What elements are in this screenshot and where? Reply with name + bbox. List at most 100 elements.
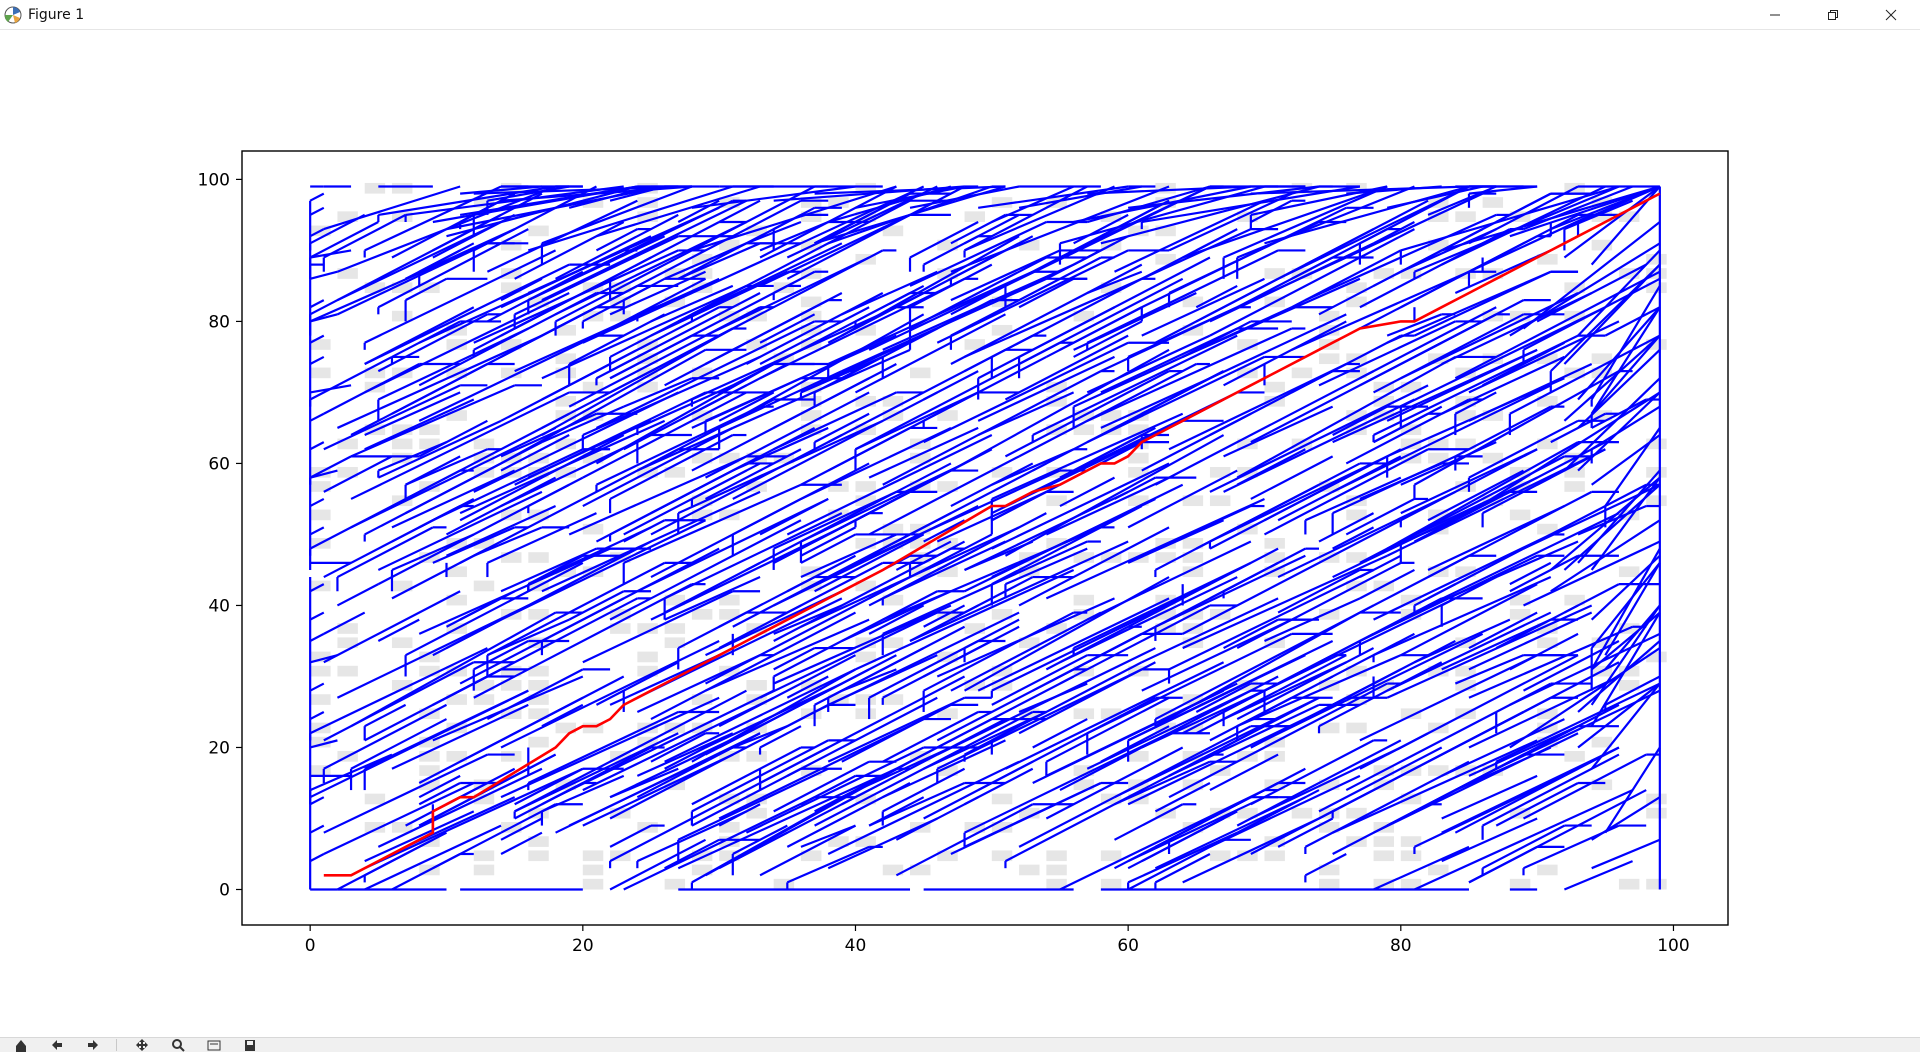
obstacle-cell	[1209, 495, 1231, 507]
tree-edge	[1100, 725, 1170, 763]
back-icon[interactable]	[42, 1038, 72, 1052]
tree-edge	[1359, 568, 1415, 600]
tree-edge	[991, 505, 1143, 586]
tree-edge	[527, 199, 734, 302]
tree-edge	[1005, 547, 1088, 586]
tree-edge	[500, 277, 543, 302]
obstacle-cell	[1019, 637, 1040, 649]
minimize-icon[interactable]	[1746, 0, 1804, 29]
obstacle-cell	[391, 438, 413, 450]
obstacle-cell	[1373, 268, 1394, 279]
obstacle-cell	[937, 239, 958, 251]
obstacle-cell	[1073, 424, 1095, 436]
tree-edge	[746, 220, 802, 245]
tree-edge	[827, 185, 952, 224]
obstacle-cell	[1646, 495, 1667, 507]
figure-canvas: 0 20 40 60 80 100 0 20 40 60 80 100	[0, 30, 1920, 1037]
tree-edge	[964, 576, 1170, 692]
obstacle-cell	[1346, 296, 1367, 308]
obstacle-cell	[1646, 878, 1667, 890]
tree-edge	[595, 320, 816, 429]
tree-edge	[582, 590, 734, 664]
tree-edge	[1427, 469, 1525, 522]
tree-edge	[568, 590, 625, 621]
tree-edge	[950, 462, 1034, 508]
home-icon[interactable]	[6, 1038, 36, 1052]
tree-edge	[1509, 334, 1661, 415]
tree-edge	[1550, 412, 1606, 444]
save-icon[interactable]	[235, 1038, 265, 1052]
tree-edge	[636, 732, 734, 777]
obstacle-cell	[991, 793, 1013, 805]
obstacle-cell	[1646, 651, 1667, 663]
configure-icon[interactable]	[199, 1038, 229, 1052]
tree-edge	[923, 710, 1047, 770]
tree-edge	[323, 590, 461, 664]
tree-edge	[854, 284, 925, 323]
tree-edge	[309, 228, 325, 238]
obstacle-cell	[991, 822, 1013, 833]
restore-icon[interactable]	[1804, 0, 1862, 29]
x-tick-label: 40	[845, 936, 867, 956]
tree-edge	[1523, 483, 1661, 550]
obstacle-cell	[310, 651, 331, 663]
obstacle-cell	[528, 836, 549, 847]
tree-edge	[405, 249, 461, 280]
obstacle-cell	[637, 722, 658, 734]
tree-edge	[500, 235, 652, 309]
tree-edge	[500, 696, 720, 799]
tree-edge	[1073, 213, 1129, 245]
tree-edge	[1590, 611, 1661, 671]
tree-edge	[718, 654, 897, 749]
tree-edge	[1236, 647, 1375, 721]
obstacle-cell	[1346, 807, 1367, 819]
tree-edge	[950, 213, 1006, 245]
tree-edge	[800, 426, 952, 500]
tree-edge	[582, 391, 747, 479]
obstacle-cell	[1346, 182, 1367, 194]
obstacle-cell	[746, 680, 767, 691]
zoom-icon[interactable]	[163, 1038, 193, 1052]
tree-edge	[391, 703, 529, 770]
tree-edge	[868, 533, 993, 600]
tree-edge	[950, 249, 1061, 302]
forward-icon[interactable]	[78, 1038, 108, 1052]
tree-edge	[786, 845, 870, 884]
obstacle-cell	[1073, 310, 1095, 322]
tree-edge	[1059, 675, 1279, 792]
tree-edge	[745, 462, 952, 571]
obstacle-cell	[555, 722, 577, 734]
obstacle-cell	[391, 822, 413, 833]
obstacle-cell	[1373, 836, 1394, 847]
obstacle-cell	[1046, 381, 1067, 393]
obstacle-cell	[1618, 665, 1640, 677]
pan-icon[interactable]	[127, 1038, 157, 1052]
tree-edge	[391, 533, 475, 571]
obstacle-cell	[1428, 665, 1449, 677]
tree-edge	[1604, 604, 1661, 671]
tree-edge	[650, 611, 856, 721]
tree-edge	[923, 540, 966, 564]
obstacle-cell	[1291, 438, 1313, 450]
close-icon[interactable]	[1862, 0, 1920, 29]
obstacle-cell	[637, 211, 658, 223]
obstacle-cell	[1346, 367, 1367, 379]
tree-edge	[923, 512, 1047, 579]
obstacle-cell	[1591, 637, 1613, 649]
tree-edge	[1141, 618, 1293, 692]
tree-edge	[1373, 313, 1525, 394]
tree-edge	[1304, 199, 1429, 266]
tree-edge	[377, 767, 543, 848]
tree-edge	[323, 384, 461, 451]
tree-edge	[1209, 384, 1429, 493]
tree-edge	[745, 292, 884, 366]
obstacle-cell	[473, 538, 495, 549]
obstacle-cell	[1319, 822, 1340, 833]
tree-edge	[555, 732, 761, 834]
tree-edge	[827, 760, 1020, 855]
obstacle-cell	[991, 197, 1013, 208]
tree-edge	[664, 299, 829, 387]
obstacle-cell	[1455, 438, 1476, 450]
obstacle-cell	[555, 395, 577, 407]
tree-edge	[555, 213, 679, 280]
